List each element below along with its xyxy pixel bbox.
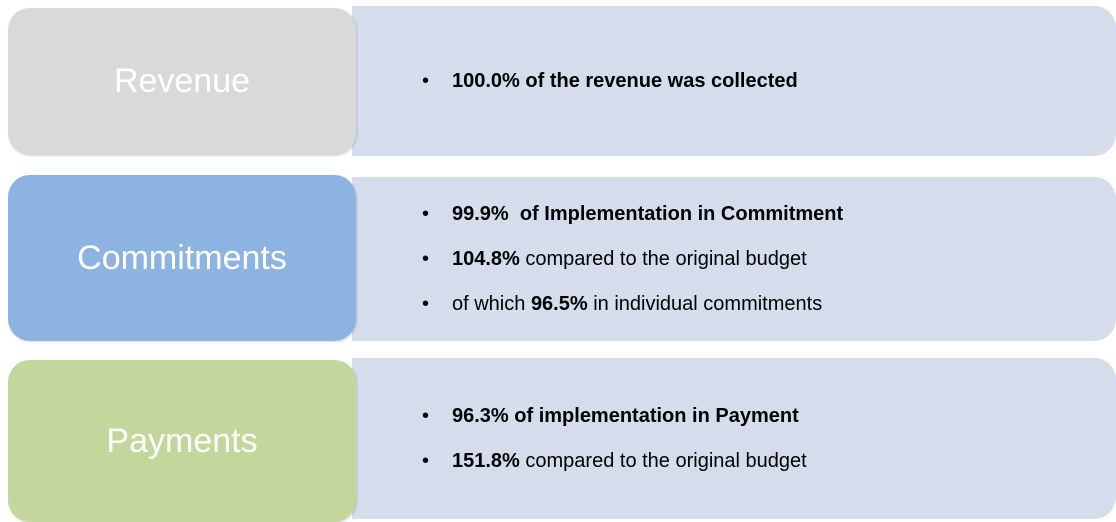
bullet-panel: • 99.9% of Implementation in Commitment • 1… <box>352 177 1116 341</box>
bullet-text: 151.8% <box>452 449 520 472</box>
bullet-text: of which <box>452 292 531 315</box>
bullet-text: compared to the original budget <box>519 247 807 270</box>
bullet-text: compared to the original budget <box>519 449 807 472</box>
bullet-dot: • <box>422 202 430 225</box>
bullet-dot: • <box>422 404 430 427</box>
bullet-text: 104.8% <box>452 247 520 270</box>
bullet-panel: • 96.3% of implementation in Payment • 151.… <box>352 358 1116 519</box>
bullet: • 96.3% of implementation in Payment <box>422 405 1116 428</box>
bullet-text: 100.0% of the revenue was collected <box>452 69 798 92</box>
bullet: • 151.8% compared to the original budget <box>422 450 1116 473</box>
bullet-text: in individual commitments <box>587 292 823 315</box>
bullet: • of which 96.5% in individual commitment… <box>422 293 1116 316</box>
bullet-text: 96.3% of implementation in Payment <box>452 404 799 427</box>
row-label: Payments <box>8 360 356 522</box>
bullet-dot: • <box>422 292 430 315</box>
bullet-dot: • <box>422 247 430 270</box>
bullet-dot: • <box>422 449 430 472</box>
bullet-panel: • 100.0% of the revenue was collected <box>352 6 1116 156</box>
bullet: • 99.9% of Implementation in Commitment <box>422 203 1116 226</box>
bullet-text: 96.5% <box>530 292 588 315</box>
bullet: • 104.8% compared to the original budget <box>422 248 1116 271</box>
row-label: Commitments <box>8 175 356 341</box>
bullet: • 100.0% of the revenue was collected <box>422 70 1116 93</box>
bullet-text: 99.9% of Implementation in Commitment <box>452 202 844 225</box>
row-label: Revenue <box>8 8 356 155</box>
bullet-dot: • <box>422 69 430 92</box>
